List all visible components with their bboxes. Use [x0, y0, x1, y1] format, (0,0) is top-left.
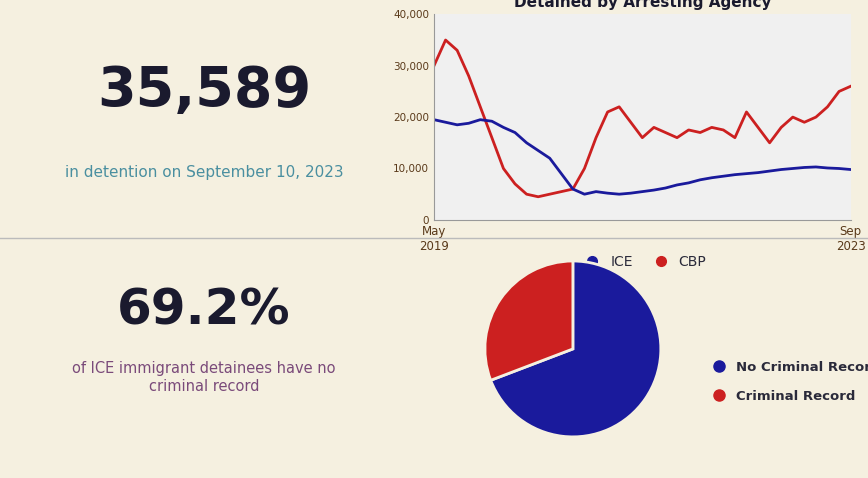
Wedge shape — [485, 261, 573, 380]
Text: in detention on September 10, 2023: in detention on September 10, 2023 — [65, 164, 343, 180]
Legend: ICE, CBP: ICE, CBP — [573, 250, 712, 274]
Wedge shape — [490, 261, 661, 437]
Title: Detained by Arresting Agency: Detained by Arresting Agency — [514, 0, 771, 11]
Legend: No Criminal Record, Criminal Record: No Criminal Record, Criminal Record — [700, 356, 868, 408]
Text: 69.2%: 69.2% — [117, 287, 291, 335]
Text: of ICE immigrant detainees have no
criminal record: of ICE immigrant detainees have no crimi… — [72, 361, 336, 394]
Text: 35,589: 35,589 — [97, 64, 311, 118]
